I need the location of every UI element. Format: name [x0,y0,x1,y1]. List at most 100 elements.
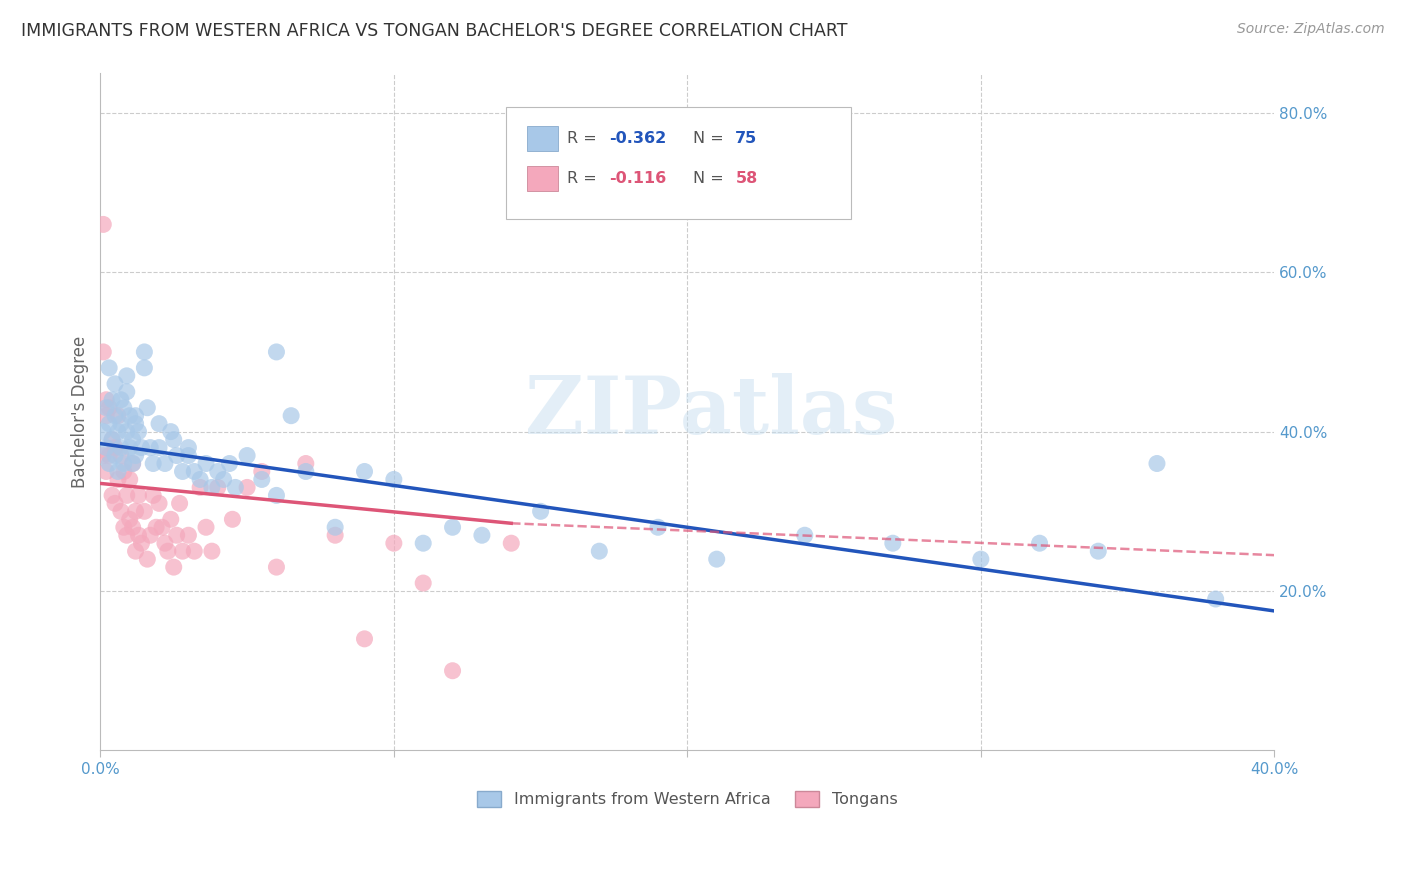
Point [382,536,405,550]
Text: R =: R = [567,131,602,145]
Point [107,465,129,479]
Point [1205,592,1227,607]
Point [177,528,200,542]
Point [110,449,132,463]
Point [124,449,146,463]
Point [104,441,127,455]
Point [118,472,141,486]
Point [110,504,132,518]
Point [107,472,129,486]
Point [441,520,464,534]
Point [1087,544,1109,558]
Point [112,465,135,479]
Text: N =: N = [693,131,730,145]
Point [98,401,121,415]
Point [121,457,143,471]
Point [112,520,135,534]
Point [115,425,138,439]
Point [156,544,179,558]
Point [131,441,153,455]
Point [96,392,118,407]
Text: 75: 75 [735,131,758,145]
Point [706,552,728,566]
Point [124,504,146,518]
Point [588,544,610,558]
Point [115,368,138,383]
Text: ZIPatlas: ZIPatlas [524,373,897,450]
Point [128,488,150,502]
Point [266,345,288,359]
Text: R =: R = [567,171,606,186]
Point [183,544,205,558]
Point [91,449,114,463]
Point [188,472,211,486]
Point [96,409,118,423]
Point [172,465,194,479]
Point [201,480,224,494]
Point [150,520,173,534]
Point [207,465,229,479]
Point [163,560,186,574]
Point [266,488,288,502]
Point [98,449,121,463]
Point [1146,457,1168,471]
Point [96,441,118,455]
Point [153,457,176,471]
Point [224,480,246,494]
Point [98,417,121,431]
Point [121,433,143,447]
Point [323,528,346,542]
Point [118,409,141,423]
Point [91,218,114,232]
Point [136,401,159,415]
Point [353,465,375,479]
Point [236,480,259,494]
Point [101,488,124,502]
Point [104,409,127,423]
Point [115,384,138,399]
Point [201,544,224,558]
Legend: Immigrants from Western Africa, Tongans: Immigrants from Western Africa, Tongans [471,784,904,814]
Point [101,433,124,447]
Point [195,520,218,534]
Point [124,417,146,431]
Point [148,417,170,431]
Point [236,449,259,463]
Point [98,457,121,471]
Point [107,425,129,439]
Point [124,409,146,423]
Point [145,520,167,534]
Point [172,544,194,558]
Point [530,504,553,518]
Point [148,496,170,510]
Point [163,433,186,447]
Point [882,536,904,550]
Text: IMMIGRANTS FROM WESTERN AFRICA VS TONGAN BACHELOR'S DEGREE CORRELATION CHART: IMMIGRANTS FROM WESTERN AFRICA VS TONGAN… [21,22,848,40]
Point [98,360,121,375]
Point [647,520,669,534]
Point [115,488,138,502]
Point [139,441,162,455]
Point [112,401,135,415]
Point [142,488,165,502]
Text: Source: ZipAtlas.com: Source: ZipAtlas.com [1237,22,1385,37]
Point [250,472,273,486]
Point [793,528,815,542]
Point [294,465,316,479]
Point [323,520,346,534]
Point [441,664,464,678]
Text: 58: 58 [735,171,758,186]
Point [101,433,124,447]
Point [177,441,200,455]
Point [104,449,127,463]
Point [115,528,138,542]
Point [153,536,176,550]
Point [353,632,375,646]
Point [294,457,316,471]
Point [112,457,135,471]
Point [501,536,523,550]
Point [159,512,181,526]
Text: -0.362: -0.362 [609,131,666,145]
Point [91,425,114,439]
Point [121,457,143,471]
